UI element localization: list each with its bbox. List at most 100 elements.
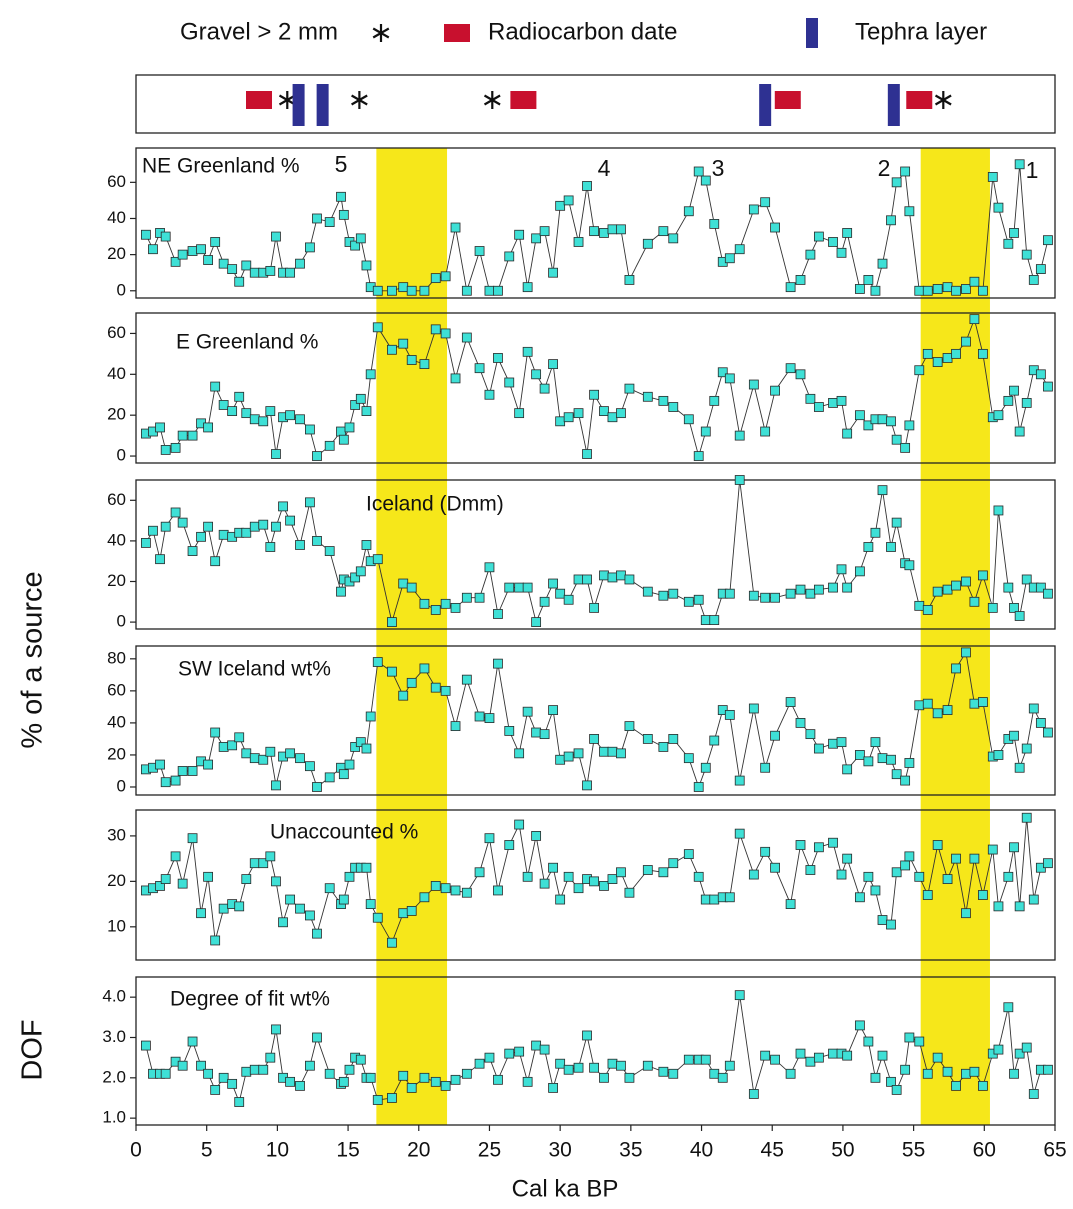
data-point xyxy=(187,430,198,441)
data-point xyxy=(863,275,874,285)
data-point xyxy=(854,892,865,903)
data-point xyxy=(1009,602,1019,613)
data-point xyxy=(642,586,653,597)
data-point xyxy=(616,570,626,581)
data-point xyxy=(430,682,441,693)
data-point xyxy=(573,1062,584,1073)
data-point xyxy=(355,233,366,244)
data-point xyxy=(312,213,322,224)
data-point xyxy=(805,249,816,260)
data-point xyxy=(828,398,838,408)
data-point xyxy=(210,935,221,946)
data-point xyxy=(227,264,238,274)
data-point xyxy=(1021,1042,1032,1053)
panel-title: NE Greenland % xyxy=(142,155,300,178)
data-point xyxy=(900,442,911,453)
data-point xyxy=(234,1097,245,1107)
y-tick-label: 20 xyxy=(107,871,126,890)
stage-label: 3 xyxy=(712,155,725,181)
data-point xyxy=(836,869,847,880)
data-point xyxy=(854,750,865,760)
data-point xyxy=(324,440,335,451)
data-point xyxy=(785,1068,796,1079)
data-point xyxy=(589,1062,599,1073)
data-point xyxy=(160,777,171,788)
data-point xyxy=(642,734,653,744)
data-point xyxy=(170,256,181,267)
data-point xyxy=(589,734,599,744)
data-point xyxy=(338,1076,349,1087)
data-point xyxy=(760,846,771,857)
x-tick-label: 25 xyxy=(478,1139,501,1162)
data-point xyxy=(249,521,260,532)
data-point xyxy=(324,217,335,227)
data-point xyxy=(977,890,988,900)
data-point xyxy=(842,428,853,439)
data-point xyxy=(177,430,188,441)
data-point xyxy=(203,255,214,265)
data-point xyxy=(942,705,953,715)
data-point xyxy=(1003,582,1014,593)
data-point xyxy=(709,395,720,406)
data-point xyxy=(271,780,281,791)
data-point xyxy=(474,592,485,603)
data-point xyxy=(140,1040,151,1051)
y-tick-label: 20 xyxy=(107,244,126,263)
data-point xyxy=(900,775,911,786)
data-point xyxy=(582,1030,592,1041)
data-point xyxy=(993,505,1004,516)
data-point xyxy=(539,383,550,394)
data-point xyxy=(548,705,558,715)
data-point xyxy=(355,1054,366,1065)
data-point xyxy=(795,369,806,380)
data-point xyxy=(942,282,953,293)
data-point xyxy=(484,1052,495,1063)
data-point xyxy=(969,698,980,709)
x-tick-label: 60 xyxy=(973,1139,996,1162)
data-point xyxy=(1009,842,1019,853)
data-point xyxy=(922,605,933,615)
data-point xyxy=(693,594,704,605)
data-point xyxy=(607,572,618,583)
data-point xyxy=(842,582,853,593)
data-point xyxy=(922,698,933,709)
data-point xyxy=(748,703,759,714)
data-point xyxy=(265,1052,276,1063)
data-point xyxy=(748,379,759,390)
data-point xyxy=(700,175,711,186)
data-point xyxy=(624,275,635,285)
data-point xyxy=(993,410,1004,421)
data-point xyxy=(278,501,288,512)
data-point xyxy=(877,915,888,925)
data-point xyxy=(668,402,679,412)
data-point xyxy=(877,753,888,764)
data-point xyxy=(932,708,943,719)
data-point xyxy=(951,853,961,864)
panel-frame xyxy=(135,809,1056,961)
data-point xyxy=(805,865,816,875)
data-point xyxy=(870,527,881,538)
data-point xyxy=(770,385,780,396)
data-point xyxy=(886,215,896,226)
stage-label: 2 xyxy=(878,155,891,181)
data-point xyxy=(563,1064,574,1075)
data-point xyxy=(1014,159,1025,170)
data-point xyxy=(877,1050,888,1061)
data-point xyxy=(813,584,824,595)
data-point xyxy=(312,1032,322,1043)
data-point xyxy=(440,271,451,282)
data-point xyxy=(813,842,824,853)
data-point xyxy=(406,285,417,296)
data-point xyxy=(305,1060,315,1071)
data-point xyxy=(493,609,503,619)
data-point xyxy=(305,761,315,772)
data-point xyxy=(1043,727,1053,738)
y-tick-label: 20 xyxy=(107,744,126,763)
data-point xyxy=(241,874,252,884)
data-point xyxy=(724,253,735,264)
data-point xyxy=(271,449,281,459)
data-point xyxy=(265,265,276,276)
data-point xyxy=(387,344,397,355)
data-point xyxy=(265,542,276,552)
data-point xyxy=(258,416,269,427)
